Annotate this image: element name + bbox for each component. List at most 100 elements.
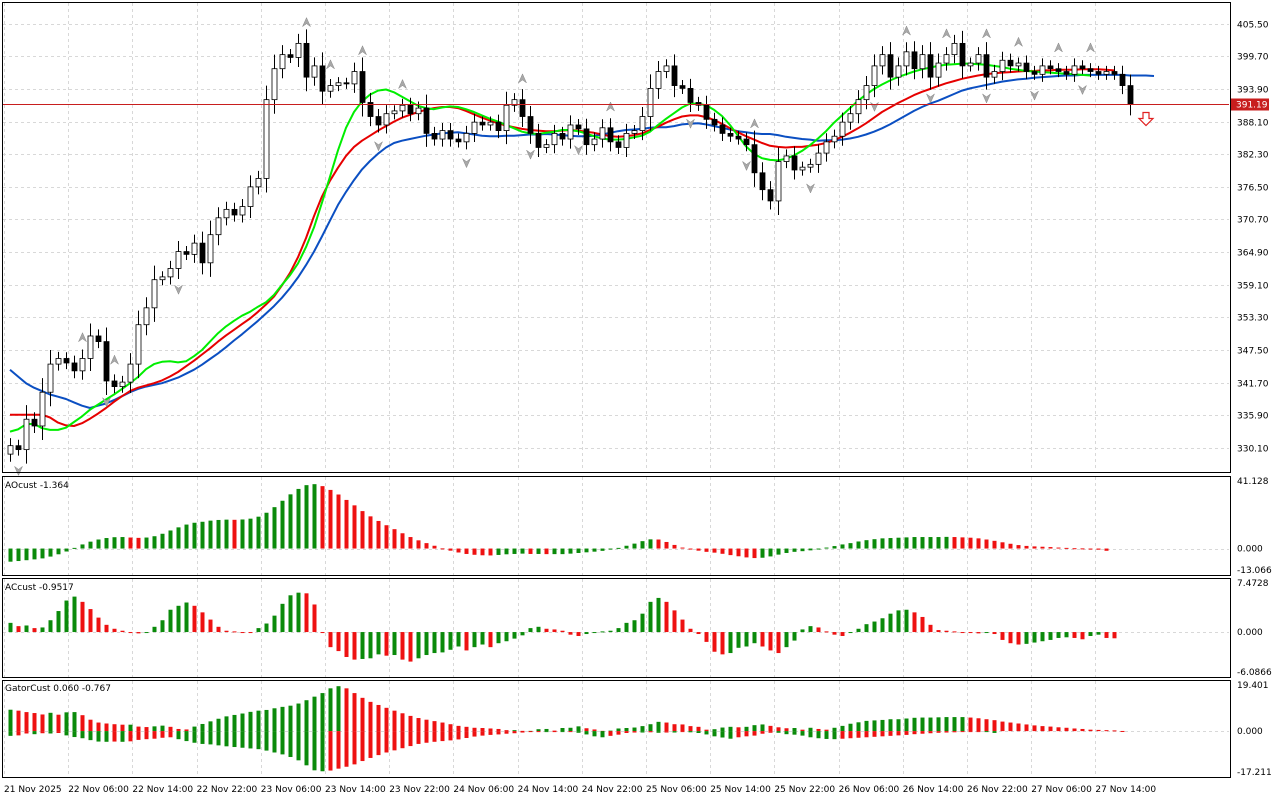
candle[interactable] (223, 201, 230, 226)
candle[interactable] (7, 438, 14, 462)
candle[interactable] (15, 439, 22, 456)
candle[interactable] (503, 91, 510, 145)
candle[interactable] (519, 89, 526, 128)
candle[interactable] (1111, 65, 1118, 80)
candle[interactable] (639, 106, 646, 141)
candle[interactable] (615, 135, 622, 155)
candle[interactable] (1039, 58, 1046, 82)
candle[interactable] (879, 46, 886, 75)
candle[interactable] (215, 207, 222, 246)
candle[interactable] (719, 117, 726, 141)
candle[interactable] (727, 127, 734, 142)
candle[interactable] (367, 92, 374, 127)
candle[interactable] (967, 57, 974, 72)
candle[interactable] (1103, 65, 1110, 80)
candle[interactable] (487, 116, 494, 131)
candle[interactable] (647, 74, 654, 131)
candle[interactable] (287, 49, 294, 64)
candle[interactable] (207, 220, 214, 277)
candle[interactable] (735, 130, 742, 145)
candle[interactable] (895, 57, 902, 86)
candle[interactable] (575, 118, 582, 135)
candle[interactable] (903, 42, 910, 76)
candle[interactable] (383, 105, 390, 134)
candle[interactable] (23, 405, 30, 464)
candle[interactable] (655, 60, 662, 99)
candle[interactable] (559, 126, 566, 146)
candle[interactable] (455, 133, 462, 148)
candle[interactable] (831, 129, 838, 149)
candle[interactable] (463, 125, 470, 150)
candle[interactable] (119, 375, 126, 393)
candle[interactable] (103, 327, 110, 396)
candle[interactable] (807, 158, 814, 173)
candle[interactable] (191, 234, 198, 263)
candle[interactable] (471, 113, 478, 142)
candle[interactable] (775, 147, 782, 215)
candle[interactable] (39, 378, 46, 441)
candle[interactable] (399, 98, 406, 118)
candle[interactable] (479, 116, 486, 131)
candle[interactable] (1063, 65, 1070, 80)
candle[interactable] (55, 351, 62, 371)
candle[interactable] (151, 265, 158, 322)
candle[interactable] (799, 161, 806, 176)
candle[interactable] (887, 42, 894, 90)
candle[interactable] (951, 34, 958, 64)
candle[interactable] (943, 47, 950, 71)
candle[interactable] (823, 133, 830, 162)
candle[interactable] (791, 146, 798, 180)
candle[interactable] (711, 112, 718, 132)
candle[interactable] (63, 352, 70, 370)
candle[interactable] (1031, 65, 1038, 80)
candle[interactable] (47, 350, 54, 407)
candle[interactable] (1007, 53, 1014, 73)
ac-panel[interactable]: ACcust -0.9517 7.4728 0.000 -6.0866 (5, 579, 1272, 678)
candle[interactable] (855, 90, 862, 124)
candle[interactable] (935, 53, 942, 87)
candle[interactable] (255, 170, 262, 195)
candle[interactable] (863, 76, 870, 110)
candles[interactable] (7, 29, 1134, 464)
candle[interactable] (311, 57, 318, 86)
candle[interactable] (423, 94, 430, 147)
candle[interactable] (79, 349, 86, 380)
candle[interactable] (631, 124, 638, 140)
candle[interactable] (687, 78, 694, 113)
candle[interactable] (1023, 55, 1030, 80)
candle[interactable] (591, 132, 598, 152)
candle[interactable] (959, 30, 966, 79)
candle[interactable] (95, 329, 102, 349)
candle[interactable] (175, 241, 182, 279)
candle[interactable] (975, 47, 982, 71)
candle[interactable] (1015, 57, 1022, 72)
candle[interactable] (71, 355, 78, 379)
candle[interactable] (31, 412, 38, 433)
candle[interactable] (351, 62, 358, 93)
ao-panel[interactable]: AOcust -1.364 41.128 0.000 -13.066 (5, 477, 1272, 576)
candle[interactable] (183, 245, 190, 260)
candle[interactable] (447, 123, 454, 147)
candle[interactable] (663, 59, 670, 79)
candle[interactable] (839, 112, 846, 146)
candle[interactable] (999, 51, 1006, 81)
candle[interactable] (1079, 60, 1086, 75)
candle[interactable] (783, 149, 790, 169)
candle[interactable] (871, 54, 878, 98)
candle[interactable] (599, 119, 606, 148)
candle[interactable] (391, 105, 398, 120)
candle[interactable] (759, 162, 766, 201)
candle[interactable] (1087, 63, 1094, 78)
candle[interactable] (303, 29, 310, 92)
candle[interactable] (159, 271, 166, 286)
candle[interactable] (1119, 65, 1126, 95)
candle[interactable] (167, 260, 174, 285)
candle[interactable] (535, 123, 542, 158)
candle[interactable] (703, 95, 710, 129)
candle[interactable] (343, 77, 350, 89)
candle[interactable] (991, 64, 998, 84)
candle[interactable] (511, 93, 518, 112)
candle[interactable] (375, 108, 382, 133)
candle[interactable] (127, 353, 134, 394)
